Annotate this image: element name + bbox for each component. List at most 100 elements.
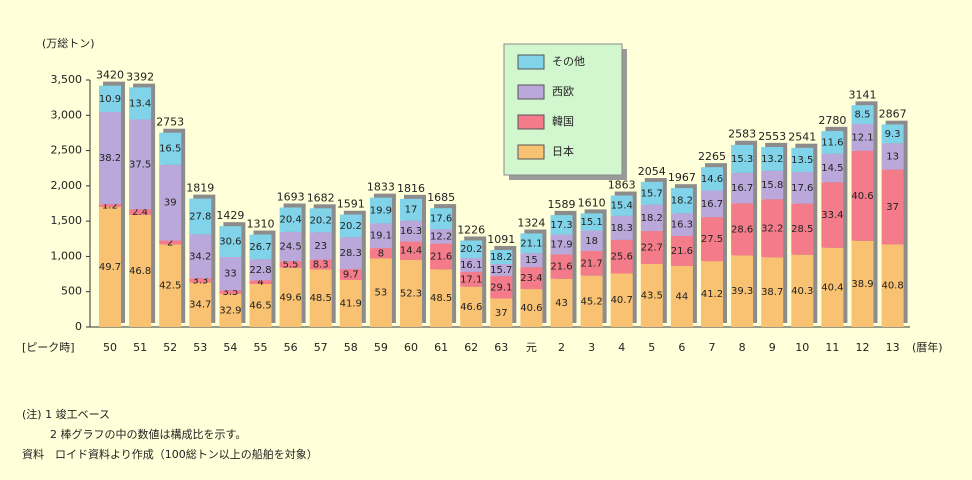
segment-label: 9.7 [343,270,359,281]
bar-segment [339,279,362,327]
bar-segment [701,190,723,218]
total-label: 1685 [427,191,455,204]
segment-label: 48.5 [310,293,332,304]
segment-label: 16.3 [671,220,693,231]
bar-segment [99,85,121,112]
x-tick-label: 3 [588,341,595,354]
x-prefix-label: [ピーク時] [22,341,75,354]
total-label: 1226 [457,223,485,236]
x-tick-label: 63 [494,341,508,354]
x-tick-label: 2 [558,341,565,354]
bar-segment [701,217,723,262]
bar-segment [851,105,874,124]
segment-label: 42.5 [159,281,181,292]
total-label: 2780 [818,114,846,127]
bar-segment [400,241,422,260]
bar-segment [219,226,242,258]
segment-label: 20.2 [340,221,362,232]
bar-segment [670,188,693,214]
total-label: 1324 [517,217,545,230]
x-tick-label: 10 [795,341,809,354]
bar-segment [550,278,573,327]
segment-label: 46.8 [129,266,151,277]
segment-label: 52.3 [400,288,422,299]
bar-segment [640,263,663,327]
bar-segment [99,204,121,208]
x-tick-label: 51 [133,341,147,354]
segment-label: 53 [375,288,388,299]
legend-label: 西欧 [552,85,574,98]
bar-segment [851,150,874,241]
segment-label: 43.5 [641,290,663,301]
segment-label: 23 [314,241,327,252]
segment-label: 21.1 [520,238,542,249]
bar-segment [400,259,422,327]
total-label: 2265 [698,150,726,163]
x-tick-label: 54 [223,341,237,354]
y-tick-label: 3,000 [51,108,83,121]
y-tick-label: 1,000 [51,249,83,262]
segment-label: 34.2 [189,251,211,262]
segment-label: 20.2 [460,244,482,255]
bar-segment [550,215,573,235]
segment-label: 37 [886,202,899,213]
bar-segment [129,214,152,327]
bar-segment [610,215,633,240]
bar-segment [159,132,182,165]
bar-segment [791,147,814,173]
segment-label: 22.7 [641,242,663,253]
total-label: 1967 [668,171,696,184]
segment-label: 43 [555,298,568,309]
bar-segment [460,240,483,258]
bar-segment [761,257,784,327]
segment-label: 9.3 [885,129,901,140]
bar-segment [490,264,513,277]
segment-label: 44 [676,291,689,302]
segment-label: 29.1 [490,282,512,293]
note: 2 棒グラフの中の数値は構成比を示す。 [50,427,246,441]
total-label: 1819 [186,182,214,195]
segment-label: 41.2 [701,289,723,300]
total-label: 2753 [156,116,184,129]
bar-segment [610,273,633,327]
x-tick-label: 58 [344,341,358,354]
segment-label: 14.5 [821,163,843,174]
segment-label: 10.9 [99,94,121,105]
x-tick-label: 13 [886,341,900,354]
segment-label: 32.2 [761,223,783,234]
total-label: 2583 [728,128,756,141]
bar-segment [460,271,483,287]
bar-segment [99,111,121,205]
segment-label: 20.2 [310,215,332,226]
x-tick-label: 4 [618,341,625,354]
segment-label: 16.3 [400,226,422,237]
segment-label: 16.1 [460,260,482,271]
segment-label: 25.6 [611,252,633,263]
segment-label: 13 [886,151,899,162]
bar-segment [430,229,453,244]
bar-segment [761,147,784,171]
segment-label: 21.6 [671,246,693,257]
bar-segment [249,280,272,285]
segment-label: 15.7 [490,265,512,276]
total-label: 3392 [126,71,154,84]
bar-segment [309,232,332,260]
segment-label: 49.6 [279,292,301,303]
segment-label: 32.9 [219,305,241,316]
bar-segment [400,198,422,221]
segment-label: 33.4 [821,210,843,221]
bar-segment [189,234,212,279]
total-label: 1682 [307,191,335,204]
segment-label: 11.6 [821,137,843,148]
segment-label: 16.7 [731,183,753,194]
segment-label: 8.5 [855,110,871,121]
x-tick-label: 52 [163,341,177,354]
legend-swatch [517,144,545,160]
bar-segment [490,298,513,327]
total-label: 2541 [788,131,816,144]
segment-label: 45.2 [580,296,602,307]
segment-label: 3.3 [192,275,208,286]
segment-label: 28.6 [731,224,753,235]
bar-segment [550,234,573,255]
